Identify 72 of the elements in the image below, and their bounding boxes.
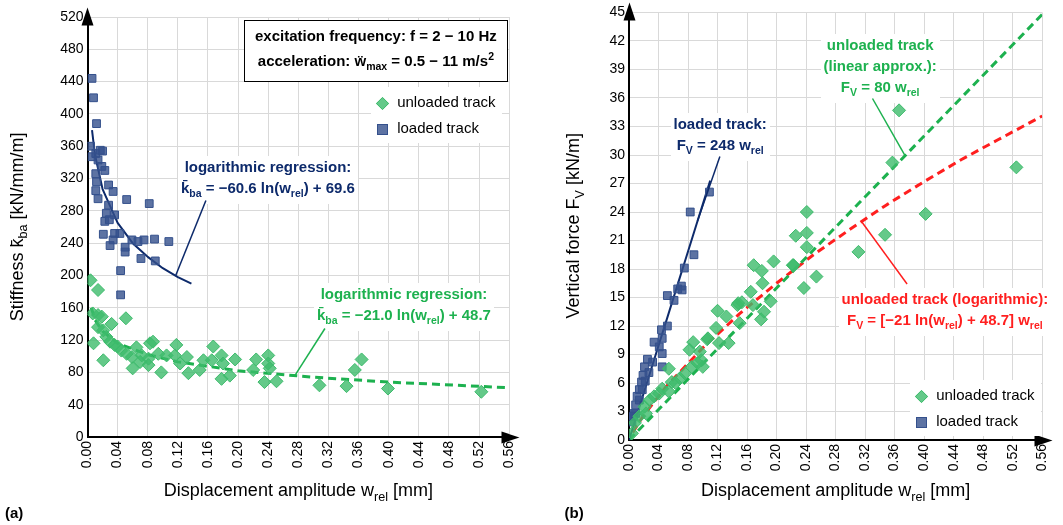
x-tick-label: 0.44 bbox=[944, 443, 961, 472]
x-tick-label: 0.24 bbox=[796, 443, 813, 472]
y-tick-label: 40 bbox=[67, 395, 84, 412]
x-tick-label: 0.00 bbox=[619, 443, 636, 472]
y-tick-label: 18 bbox=[609, 259, 626, 276]
x-tick-label: 0.04 bbox=[108, 440, 125, 469]
x-tick-label: 0.32 bbox=[855, 443, 872, 472]
x-tick-label: 0.56 bbox=[500, 440, 517, 469]
x-tick-label: 0.04 bbox=[649, 443, 666, 472]
y-tick-label: 320 bbox=[60, 169, 84, 186]
y-tick-label: 21 bbox=[609, 231, 626, 248]
x-tick-label: 0.52 bbox=[469, 440, 486, 469]
x-tick-label: 0.48 bbox=[974, 443, 991, 472]
annotation: logarithmic regression: k̄$_{ba}$ = −60.6 ln(w$_{rel}$) + 69.6 bbox=[178, 156, 358, 204]
legend-label: loaded track bbox=[397, 119, 479, 136]
x-tick-label: 0.16 bbox=[198, 440, 215, 469]
x-axis-title: Displacement amplitude w$_{rel}$ [mm] bbox=[701, 480, 971, 504]
annotation: excitation frequency: f = 2 − 10 Hz acceleration: ẅ$_{max}$ = 0.5 − 11 m/s$^{2}$ bbox=[244, 20, 508, 82]
x-tick-label: 0.36 bbox=[349, 440, 366, 469]
x-tick-label: 0.20 bbox=[228, 440, 245, 469]
x-tick-label: 0.48 bbox=[439, 440, 456, 469]
y-tick-label: 12 bbox=[609, 316, 626, 333]
y-tick-label: 42 bbox=[609, 31, 626, 48]
x-tick-label: 0.08 bbox=[678, 443, 695, 472]
annotation: logarithmic regression: k̄$_{ba}$ = −21.0 ln(w$_{rel}$) + 48.7 bbox=[314, 283, 494, 331]
y-tick-label: 36 bbox=[609, 88, 626, 105]
y-tick-label: 240 bbox=[60, 234, 84, 251]
x-tick-label: 0.16 bbox=[737, 443, 754, 472]
legend-label: unloaded track bbox=[936, 386, 1035, 403]
x-tick-label: 0.12 bbox=[168, 440, 185, 469]
y-tick-label: 160 bbox=[60, 298, 84, 315]
x-tick-label: 0.20 bbox=[767, 443, 784, 472]
y-tick-label: 33 bbox=[609, 117, 626, 134]
y-tick-label: 24 bbox=[609, 202, 626, 219]
x-tick-label: 0.52 bbox=[1003, 443, 1020, 472]
x-tick-label: 0.24 bbox=[259, 440, 276, 469]
x-tick-label: 0.40 bbox=[379, 440, 396, 469]
y-tick-label: 280 bbox=[60, 201, 84, 218]
legend-label: loaded track bbox=[936, 412, 1018, 429]
x-tick-label: 0.32 bbox=[319, 440, 336, 469]
y-tick-label: 6 bbox=[617, 373, 626, 390]
y-tick-label: 9 bbox=[617, 345, 626, 362]
x-tick-label: 0.00 bbox=[78, 440, 95, 469]
y-tick-label: 45 bbox=[609, 3, 626, 20]
y-tick-label: 480 bbox=[60, 40, 84, 57]
y-tick-label: 200 bbox=[60, 266, 84, 283]
legend-label: unloaded track bbox=[397, 93, 496, 110]
annotation: loaded track: F$_{V}$ = 248 w$_{rel}$ bbox=[670, 113, 770, 161]
y-tick-label: 80 bbox=[67, 363, 84, 380]
y-tick-label: 440 bbox=[60, 72, 84, 89]
y-tick-label: 120 bbox=[60, 330, 84, 347]
y-tick-label: 400 bbox=[60, 104, 84, 121]
x-tick-label: 0.08 bbox=[138, 440, 155, 469]
x-tick-label: 0.28 bbox=[289, 440, 306, 469]
y-tick-label: 30 bbox=[609, 145, 626, 162]
y-tick-label: 27 bbox=[609, 174, 626, 191]
y-tick-label: 520 bbox=[60, 7, 84, 24]
x-axis-title: Displacement amplitude w$_{rel}$ [mm] bbox=[163, 480, 433, 504]
x-tick-label: 0.40 bbox=[915, 443, 931, 472]
y-tick-label: 3 bbox=[617, 402, 626, 419]
annotation: unloaded track (logarithmic): F$_{V}$ = [−21 ln(w$_{rel}$) + 48.7] w$_{rel}$ bbox=[838, 288, 1052, 336]
y-tick-label: 15 bbox=[609, 288, 626, 305]
x-tick-label: 0.36 bbox=[885, 443, 902, 472]
x-tick-label: 0.56 bbox=[1033, 443, 1050, 472]
annotation: unloaded track (linear approx.): F$_{V}$ = 80 w$_{rel}$ bbox=[820, 34, 940, 103]
text: (b) bbox=[561, 502, 587, 523]
x-tick-label: 0.44 bbox=[409, 440, 426, 469]
x-tick-label: 0.28 bbox=[826, 443, 843, 472]
y-tick-label: 39 bbox=[609, 60, 626, 77]
text: (a) bbox=[2, 502, 27, 523]
x-tick-label: 0.12 bbox=[708, 443, 725, 472]
y-tick-label: 360 bbox=[60, 137, 84, 154]
